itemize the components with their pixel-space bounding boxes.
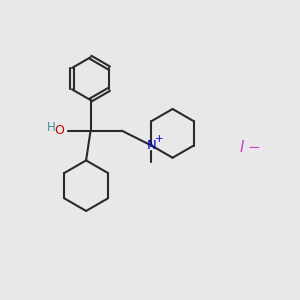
Text: I: I [240,140,244,154]
Text: N: N [147,139,156,152]
Text: O: O [54,124,64,137]
Text: H: H [47,121,56,134]
Text: +: + [154,134,163,144]
Text: −: − [247,140,260,154]
